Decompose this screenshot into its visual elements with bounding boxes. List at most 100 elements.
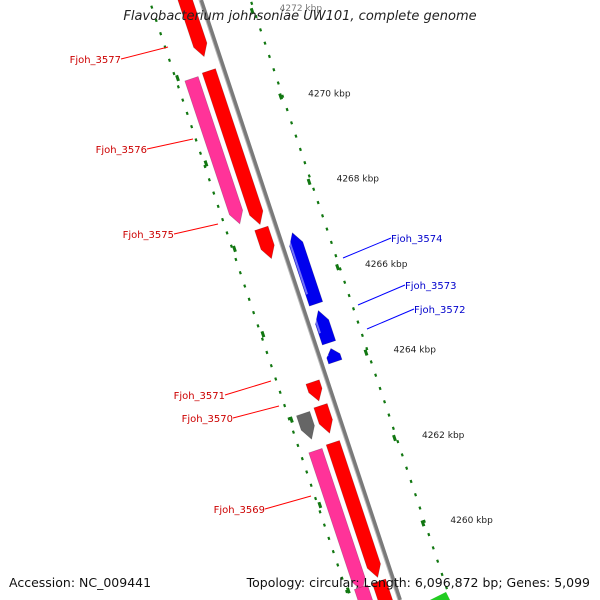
gene-label-fjoh-3569: Fjoh_3569 [214,505,265,516]
gene-forward-arrow-shine [386,580,396,600]
ruler-label: 4264 kbp [394,345,437,355]
ruler-minor-tick-right [418,506,422,510]
ruler-minor-tick-left [283,403,287,408]
gene-label-fjoh-3576: Fjoh_3576 [96,145,147,156]
pseudo-gene-forward-arrow [353,584,373,600]
ruler-minor-tick-right [436,559,440,563]
pseudo-gene-forward-arrow [184,76,244,225]
ruler-minor-tick-left [274,377,278,381]
ruler-major-tick [306,178,312,186]
ruler-minor-tick-left [296,443,300,448]
ruler-major-tick [317,501,323,509]
ruler-minor-tick-right [290,121,294,125]
ruler-minor-tick-right [338,267,342,271]
ruler-minor-tick-right [413,492,418,497]
gene-fjoh-3573-arrow [315,309,337,346]
gene-fjoh-3571-arrow-shine [320,380,325,389]
accession-label: Accession: NC_009441 [9,575,152,590]
gene-fjoh-3577-arrow [177,0,208,58]
ruler-minor-tick-right [431,546,435,550]
genome-summary-label: Topology: circular; Length: 6,096,872 bp… [246,575,590,590]
gene-label-fjoh-3574: Fjoh_3574 [391,234,442,245]
ruler-minor-tick-left [221,217,225,222]
gene-fjoh-3570-arrow-shine [328,404,335,420]
gene-label-fjoh-3577: Fjoh_3577 [70,55,121,66]
ruler-major-tick [249,7,255,15]
genome-backbone-highlight [198,0,399,600]
ruler-minor-tick-left [150,5,154,9]
ruler-minor-tick-right [347,293,351,298]
gene-fjoh-3576-arrow [201,68,264,226]
gene-label-leader [224,380,272,396]
ruler-label: 4266 kbp [365,260,408,270]
ruler-minor-tick-right [263,41,267,45]
gene-fjoh-3573-arrow-shine [312,313,321,334]
ruler-minor-tick-right [334,253,338,258]
ruler-minor-tick-left [278,390,282,395]
ruler-major-tick [392,434,397,442]
ruler-minor-tick-right [400,453,404,457]
gene-fjoh-3570-arrow [313,403,333,434]
ruler-minor-tick-right [440,572,444,577]
gene-fjoh-3574-arrow [289,232,324,307]
ruler-label: 4270 kbp [308,89,351,99]
gene-fjoh-3569-arrow [325,440,381,578]
ruler-label: 4260 kbp [450,516,493,526]
ruler-minor-tick-left [207,178,211,182]
ruler-minor-tick-right [298,147,302,152]
ruler-major-tick [289,416,294,423]
gene-other-arrow-shine [310,412,317,426]
ruler-minor-tick-left [229,244,233,248]
ruler-minor-tick-right [250,1,254,6]
gene-other-arrow [296,411,315,440]
gene-fjoh-3571-arrow [305,379,323,402]
ruler-minor-tick-right [378,386,382,391]
gene-label-fjoh-3570: Fjoh_3570 [182,414,233,425]
ruler-minor-tick-right [285,107,289,112]
ruler-minor-tick-right [276,81,280,85]
ruler-minor-tick-left [314,496,318,501]
gene-label-leader [232,405,280,419]
ruler-minor-tick-left [159,31,163,36]
ruler-minor-tick-left [234,257,238,262]
ruler-label: 4268 kbp [337,175,380,185]
ruler-minor-tick-left [336,563,340,567]
gene-fjoh-3576-arrow-shine [216,69,266,211]
genome-backbone [199,0,402,600]
ruler-minor-tick-left [185,111,189,116]
ruler-major-tick [345,587,351,594]
ruler-minor-tick-right [422,519,426,524]
ruler-minor-tick-right [254,14,258,19]
ruler-minor-tick-right [267,54,271,59]
ruler-minor-tick-left [340,576,344,580]
gene-fjoh-3574-arrow-shine [286,236,308,295]
map-title: Flavobacterium johnsoniae UW101, complet… [123,9,477,24]
gene-label-fjoh-3575: Fjoh_3575 [123,230,174,241]
ruler-major-tick [363,349,369,356]
ruler-minor-tick-right [356,320,360,324]
ruler-major-tick [335,263,340,271]
gene-label-leader [342,237,392,259]
ruler-minor-tick-left [247,297,251,302]
ruler-minor-tick-right [329,240,333,245]
ruler-minor-tick-left [318,510,322,514]
ruler-minor-tick-left [225,231,229,235]
ruler-minor-tick-right [365,346,369,351]
ruler-major-tick [175,74,180,82]
ruler-major-tick [203,160,209,167]
pseudo-gene-forward-arrow-shine [199,77,246,211]
ruler-minor-tick-left [252,310,256,315]
ruler-major-tick [420,520,426,527]
gene-fjoh-3575-arrow-shine [269,227,277,245]
ruler-major-tick [278,93,284,100]
ruler-minor-tick-right [316,200,320,205]
ruler-minor-tick-right [405,466,409,470]
ruler-minor-tick-right [383,399,387,404]
ruler-minor-tick-right [281,94,285,99]
gene-label-fjoh-3572: Fjoh_3572 [414,305,465,316]
ruler-minor-tick-right [396,439,400,444]
gene-fjoh-3572-arrow-shine [325,351,329,357]
ruler-minor-tick-right [360,333,364,338]
